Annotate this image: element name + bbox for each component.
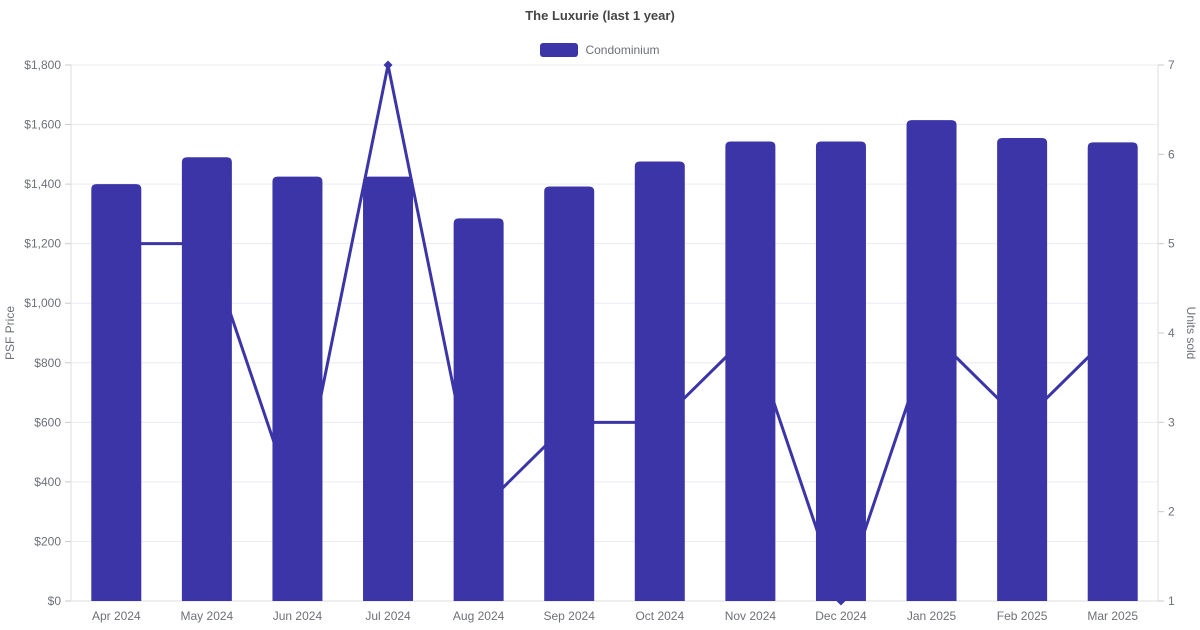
legend-label: Condominium: [585, 43, 660, 57]
bar-feb-2025[interactable]: [997, 137, 1048, 601]
units-sold-line[interactable]: [114, 63, 1115, 603]
right-axis-tick-label: 1: [1168, 594, 1175, 608]
right-axis-tick-label: 2: [1168, 505, 1175, 519]
x-axis-label: Nov 2024: [725, 609, 777, 623]
right-axis-tick-label: 5: [1168, 237, 1175, 251]
bar-may-2024[interactable]: [181, 157, 232, 602]
left-axis-tick-label: $1,600: [24, 118, 61, 132]
left-axis-title: PSF Price: [3, 306, 17, 360]
right-axis-tick-label: 3: [1168, 415, 1175, 429]
line-point-jul-2024[interactable]: [383, 60, 393, 70]
x-axis-label: Apr 2024: [92, 609, 141, 623]
x-axis-label: Sep 2024: [544, 609, 596, 623]
line-point-jan-2025[interactable]: [927, 328, 937, 338]
left-axis-tick-label: $800: [34, 356, 61, 370]
line-point-feb-2025[interactable]: [1017, 417, 1027, 427]
line-point-jun-2024[interactable]: [292, 507, 302, 517]
bar-jun-2024[interactable]: [272, 176, 323, 601]
left-axis-tick-label: $400: [34, 475, 61, 489]
line-point-may-2024[interactable]: [202, 239, 212, 249]
bar-sep-2024[interactable]: [544, 186, 595, 601]
bar-aug-2024[interactable]: [453, 218, 504, 601]
bar-nov-2024[interactable]: [725, 141, 776, 602]
x-axis-label: Jul 2024: [365, 609, 411, 623]
x-axis-label: Mar 2025: [1087, 609, 1138, 623]
legend: Condominium: [0, 43, 1200, 57]
right-axis-tick-label: 4: [1168, 326, 1175, 340]
x-axis-label: Aug 2024: [453, 609, 505, 623]
left-axis-tick-label: $1,000: [24, 296, 61, 310]
x-axis-label: Feb 2025: [997, 609, 1048, 623]
line-point-mar-2025[interactable]: [1108, 328, 1118, 338]
line-point-aug-2024[interactable]: [474, 507, 484, 517]
line-point-nov-2024[interactable]: [745, 328, 755, 338]
x-axis-label: Jun 2024: [273, 609, 323, 623]
bar-mar-2025[interactable]: [1087, 142, 1138, 601]
legend-swatch: [540, 43, 579, 57]
chart-title: The Luxurie (last 1 year): [525, 8, 675, 23]
left-axis-tick-label: $600: [34, 415, 61, 429]
x-axis-label: Jan 2025: [907, 609, 957, 623]
bar-jan-2025[interactable]: [906, 120, 957, 601]
left-axis-tick-label: $1,800: [24, 58, 61, 72]
x-axis-label: Dec 2024: [815, 609, 867, 623]
left-axis-tick-label: $200: [34, 534, 61, 548]
bar-oct-2024[interactable]: [634, 161, 685, 602]
left-axis-tick-label: $1,400: [24, 177, 61, 191]
right-axis-tick-label: 7: [1168, 58, 1175, 72]
right-axis-tick-label: 6: [1168, 147, 1175, 161]
line-point-oct-2024[interactable]: [655, 417, 665, 427]
x-axis-label: Oct 2024: [635, 609, 684, 623]
left-axis-tick-label: $0: [48, 594, 62, 608]
line-point-dec-2024[interactable]: [836, 596, 846, 606]
line-point-apr-2024[interactable]: [111, 239, 121, 249]
left-axis-tick-label: $1,200: [24, 237, 61, 251]
right-axis-title: Units sold: [1184, 307, 1198, 360]
line-point-sep-2024[interactable]: [564, 417, 574, 427]
bar-jul-2024[interactable]: [363, 176, 414, 601]
x-axis-label: May 2024: [181, 609, 234, 623]
legend-item-condominium[interactable]: Condominium: [540, 43, 660, 57]
bar-dec-2024[interactable]: [815, 141, 866, 602]
bar-apr-2024[interactable]: [91, 184, 142, 601]
